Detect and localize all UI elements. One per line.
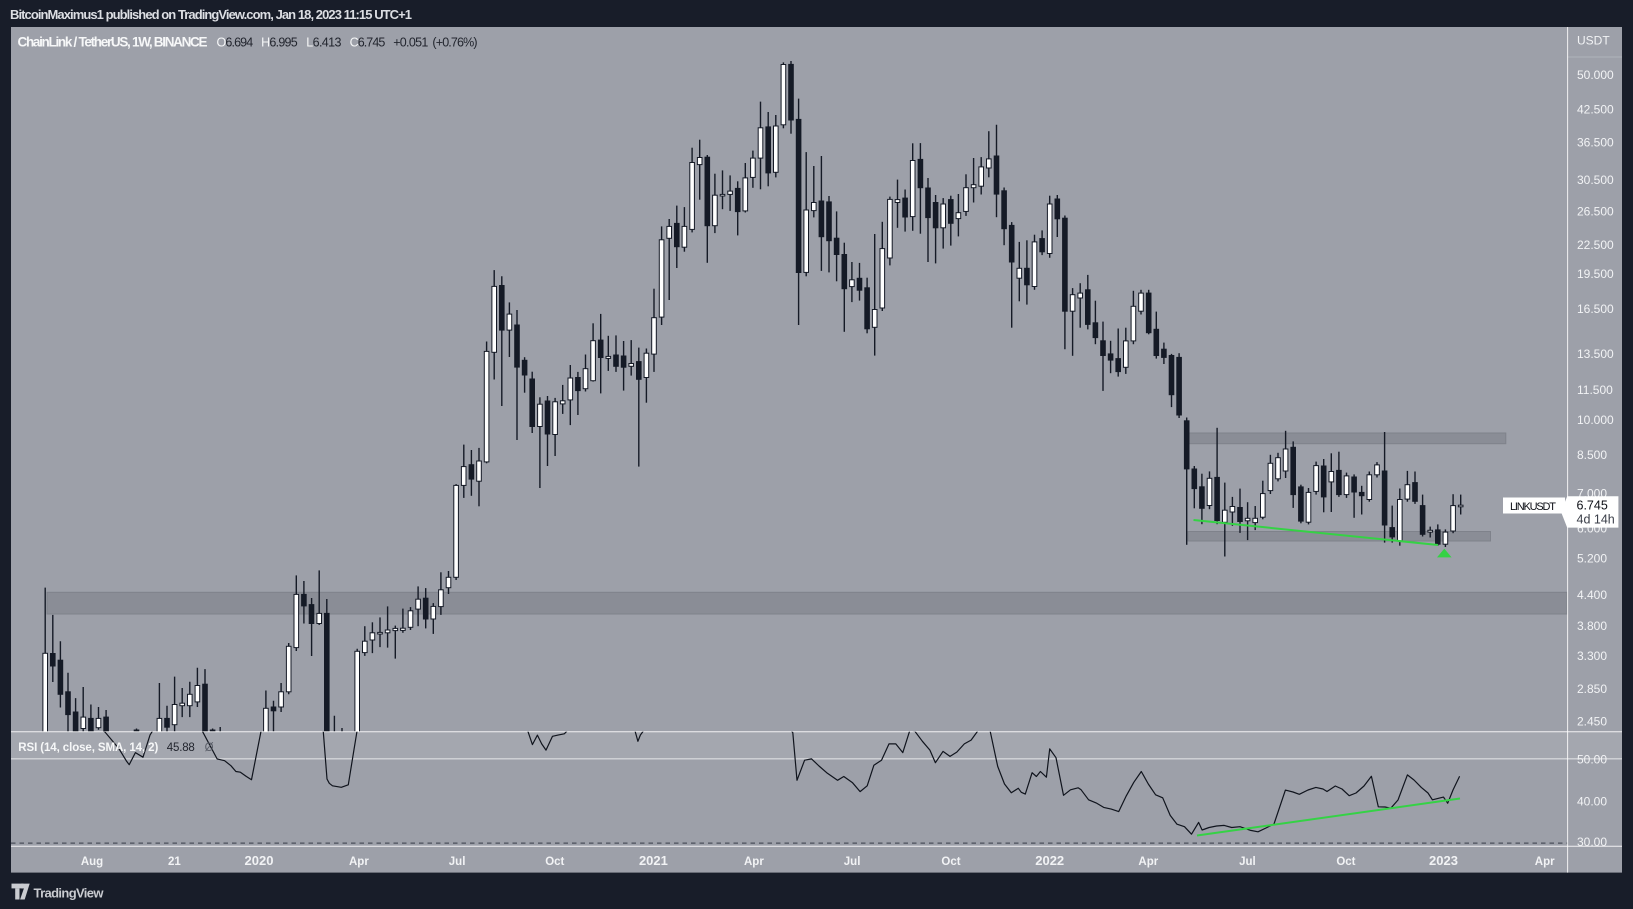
svg-text:2021: 2021 (639, 853, 668, 868)
svg-text:Oct: Oct (1336, 856, 1355, 868)
svg-text:3.800: 3.800 (1577, 619, 1607, 633)
svg-text:RSI (14, close, SMA, 14, 2): RSI (14, close, SMA, 14, 2) (18, 742, 158, 754)
svg-text:+0.051: +0.051 (393, 36, 428, 50)
svg-text:Apr: Apr (744, 856, 764, 868)
svg-text:2023: 2023 (1429, 853, 1458, 868)
svg-text:26.500: 26.500 (1577, 205, 1614, 219)
svg-text:Apr: Apr (1138, 856, 1158, 868)
svg-text:22.500: 22.500 (1577, 238, 1614, 252)
svg-text:Apr: Apr (1535, 856, 1555, 868)
svg-text:6.745: 6.745 (1577, 498, 1608, 512)
svg-text:TradingView: TradingView (34, 885, 105, 900)
svg-text:21: 21 (168, 856, 181, 868)
svg-text:45.88: 45.88 (167, 742, 195, 754)
svg-text:Apr: Apr (349, 856, 369, 868)
svg-text:16.500: 16.500 (1577, 302, 1614, 316)
svg-text:13.500: 13.500 (1577, 347, 1614, 361)
svg-text:30.00: 30.00 (1577, 835, 1607, 849)
svg-text:19.500: 19.500 (1577, 267, 1614, 281)
svg-text:Oct: Oct (545, 856, 564, 868)
svg-text:Jul: Jul (449, 856, 466, 868)
svg-text:C6.745: C6.745 (350, 36, 386, 50)
svg-text:10.000: 10.000 (1577, 413, 1614, 427)
svg-text:4.400: 4.400 (1577, 588, 1607, 602)
svg-text:50.00: 50.00 (1577, 752, 1607, 766)
svg-text:(+0.76%): (+0.76%) (432, 36, 477, 50)
svg-text:LINKUSDT: LINKUSDT (1510, 501, 1556, 513)
svg-text:Jul: Jul (1239, 856, 1256, 868)
svg-text:8.500: 8.500 (1577, 448, 1607, 462)
svg-text:ChainLink / TetherUS, 1W, BINA: ChainLink / TetherUS, 1W, BINANCE (18, 35, 208, 50)
svg-text:40.00: 40.00 (1577, 794, 1607, 808)
svg-text:H6.995: H6.995 (261, 36, 298, 50)
svg-text:2022: 2022 (1035, 853, 1064, 868)
svg-text:BitcoinMaximus1 published on T: BitcoinMaximus1 published on TradingView… (10, 7, 412, 22)
svg-text:2.450: 2.450 (1577, 715, 1607, 729)
svg-text:USDT: USDT (1577, 33, 1610, 47)
svg-text:Jul: Jul (844, 856, 861, 868)
svg-text:42.500: 42.500 (1577, 102, 1614, 116)
svg-text:11.500: 11.500 (1577, 383, 1613, 397)
svg-text:2020: 2020 (245, 853, 274, 868)
svg-text:30.500: 30.500 (1577, 173, 1614, 187)
svg-text:O6.694: O6.694 (217, 36, 254, 50)
svg-text:Aug: Aug (81, 856, 103, 868)
svg-text:Oct: Oct (941, 856, 960, 868)
svg-text:2.850: 2.850 (1577, 682, 1607, 696)
svg-text:4d 14h: 4d 14h (1577, 513, 1615, 527)
svg-text:3.300: 3.300 (1577, 649, 1607, 663)
svg-text:L6.413: L6.413 (306, 36, 341, 50)
svg-text:36.500: 36.500 (1577, 136, 1614, 150)
svg-text:50.000: 50.000 (1577, 68, 1614, 82)
svg-text:5.200: 5.200 (1577, 552, 1607, 566)
svg-text:Ø: Ø (205, 742, 214, 754)
